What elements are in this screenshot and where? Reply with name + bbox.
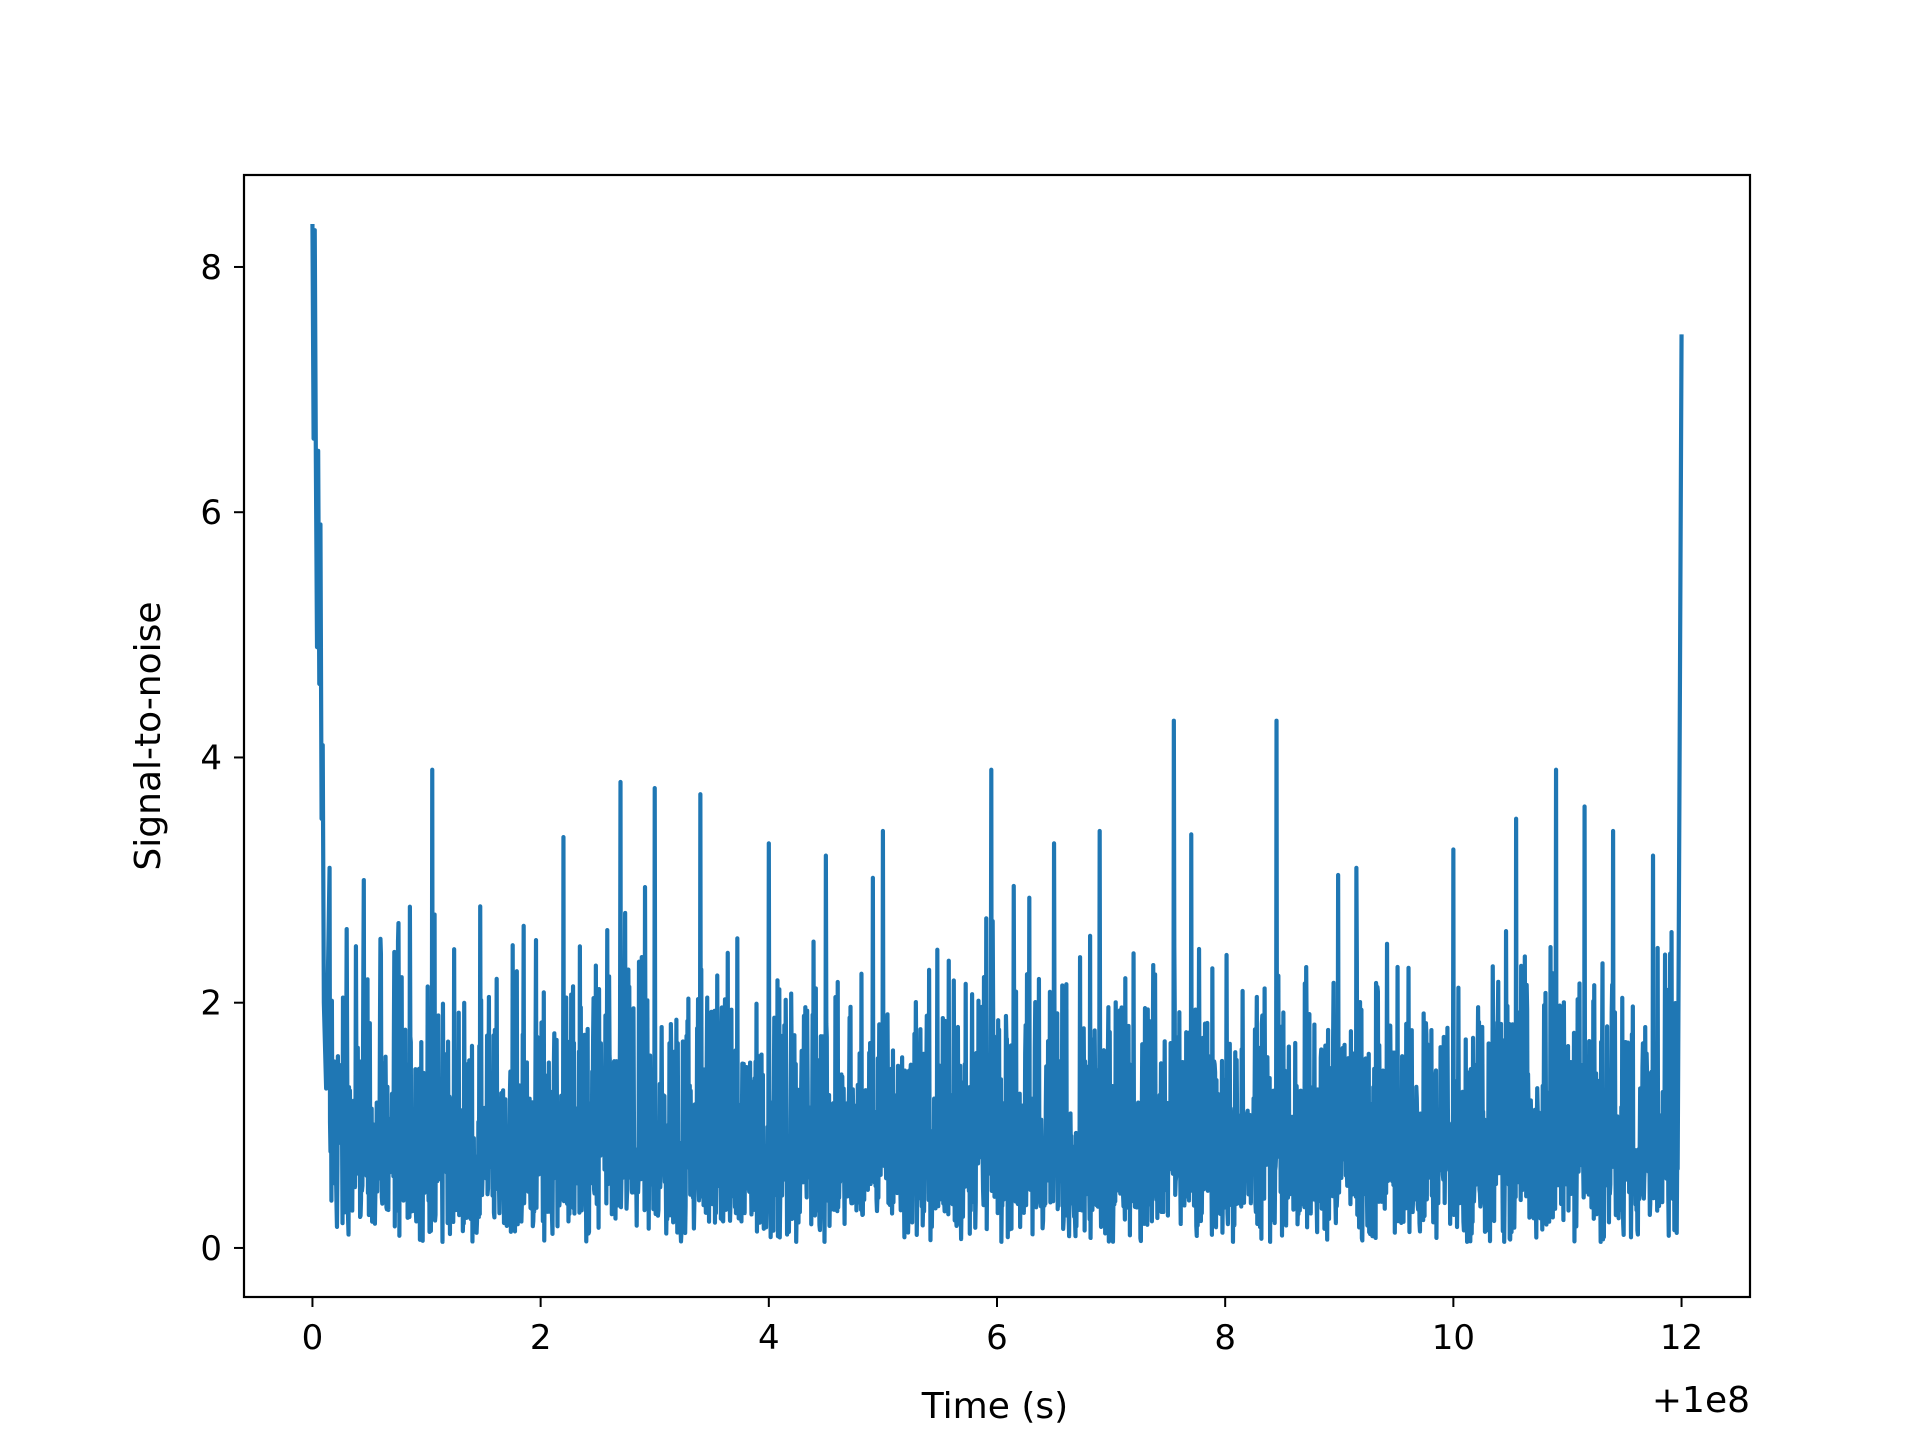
x-tick-label: 6 <box>986 1318 1008 1358</box>
x-offset-label: +1e8 <box>1652 1380 1750 1421</box>
y-axis: 0 2 4 6 8 <box>200 248 244 1269</box>
x-tick-label: 10 <box>1432 1318 1475 1358</box>
y-tick-label: 2 <box>200 984 222 1024</box>
y-tick-label: 6 <box>200 493 222 533</box>
x-tick-label: 2 <box>530 1318 552 1358</box>
y-tick-label: 8 <box>200 248 222 288</box>
y-axis-label: Signal-to-noise <box>128 601 169 870</box>
series-layer <box>310 223 1684 1244</box>
x-tick-label: 4 <box>758 1318 780 1358</box>
x-tick-label: 12 <box>1660 1318 1703 1358</box>
x-axis-label: Time (s) <box>921 1386 1068 1427</box>
x-axis: 0 2 4 6 8 10 12 <box>302 1297 1703 1358</box>
x-tick-label: 0 <box>302 1318 324 1358</box>
y-tick-label: 0 <box>200 1229 222 1269</box>
y-tick-label: 4 <box>200 738 222 778</box>
x-tick-label: 8 <box>1214 1318 1236 1358</box>
series-line <box>310 224 1684 1244</box>
